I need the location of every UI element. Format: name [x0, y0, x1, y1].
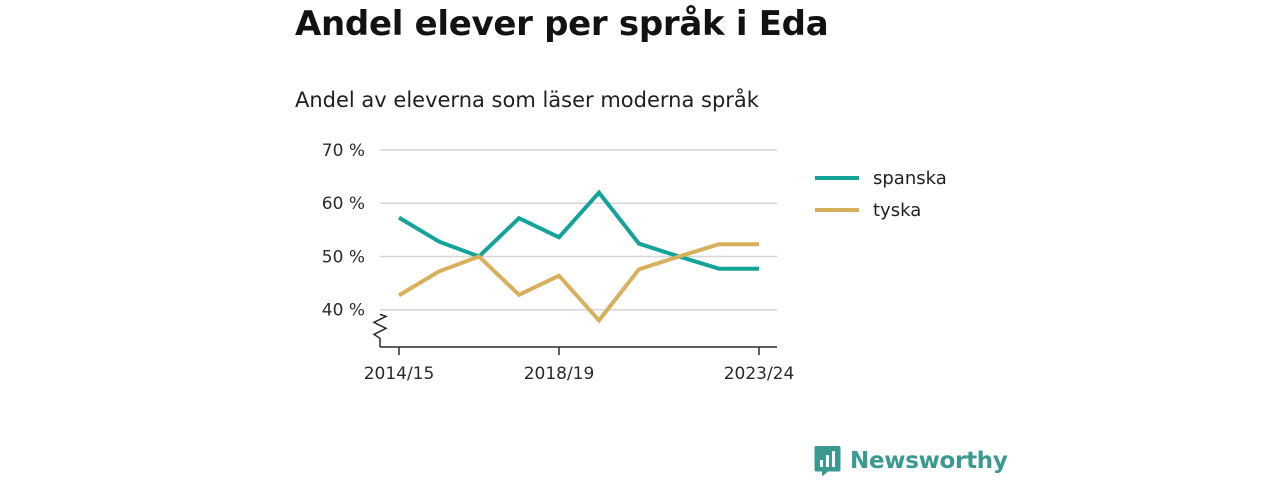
- series-lines: [397, 189, 759, 324]
- y-tick-label-70: 70 %: [322, 141, 365, 161]
- legend: spanska tyska: [815, 162, 947, 226]
- legend-label-spanska: spanska: [873, 167, 947, 189]
- legend-label-tyska: tyska: [873, 199, 922, 221]
- series-line-spanska: [397, 189, 759, 271]
- legend-item-tyska: tyska: [815, 194, 947, 226]
- y-tick-label-50: 50 %: [322, 247, 365, 267]
- series-line-tyska: [397, 242, 759, 324]
- legend-swatch-tyska: [815, 208, 859, 212]
- x-tick-label-2023/24: 2023/24: [724, 364, 795, 384]
- newsworthy-logo-text: Newsworthy: [850, 448, 1008, 474]
- y-tick-label-40: 40 %: [322, 301, 365, 321]
- x-tick-label-2018/19: 2018/19: [524, 364, 595, 384]
- chart-subtitle: Andel av eleverna som läser moderna språ…: [295, 88, 759, 112]
- legend-swatch-spanska: [815, 176, 859, 180]
- x-tick-label-2014/15: 2014/15: [364, 364, 435, 384]
- tick-labels: 40 % 50 % 60 % 70 % 2014/15 2018/19 2023/24: [322, 141, 795, 384]
- y-axis-break-icon: [372, 313, 388, 347]
- axes: [372, 313, 777, 355]
- chart-title: Andel elever per språk i Eda: [295, 4, 829, 44]
- y-tick-label-60: 60 %: [322, 194, 365, 214]
- newsworthy-logo: Newsworthy: [814, 445, 1008, 477]
- gridlines: [380, 149, 777, 311]
- legend-item-spanska: spanska: [815, 162, 947, 194]
- newsworthy-logo-icon: [814, 446, 841, 477]
